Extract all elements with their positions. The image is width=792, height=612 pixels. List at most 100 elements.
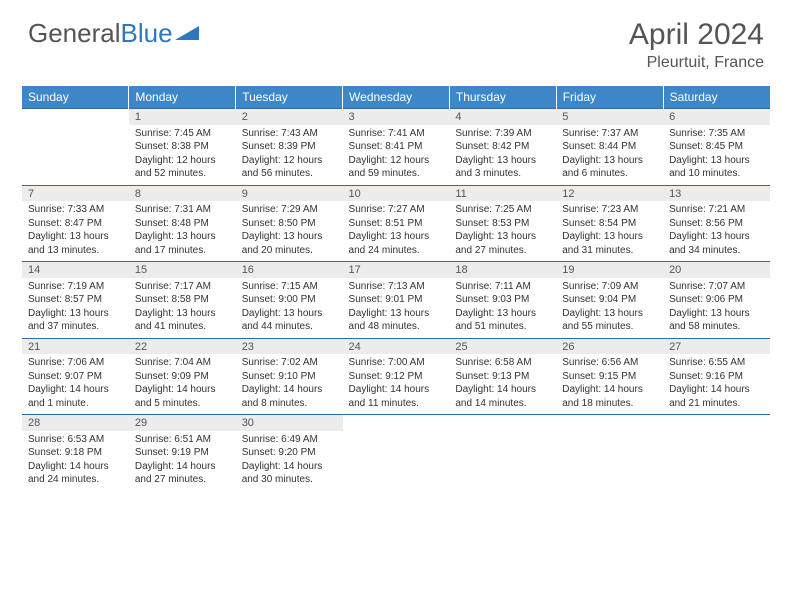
sunrise-text: Sunrise: 7:41 AM <box>349 127 444 141</box>
sunrise-text: Sunrise: 7:02 AM <box>242 356 337 370</box>
sunset-text: Sunset: 9:15 PM <box>562 370 657 384</box>
daylight-text: and 58 minutes. <box>669 320 764 334</box>
week-content-row: Sunrise: 7:33 AMSunset: 8:47 PM Daylight:… <box>22 201 770 262</box>
sunrise-text: Sunrise: 7:17 AM <box>135 280 230 294</box>
daylight-text: and 5 minutes. <box>135 397 230 411</box>
logo-triangle-icon <box>175 18 201 49</box>
sunset-text: Sunset: 8:48 PM <box>135 217 230 231</box>
daylight-text: Daylight: 14 hours <box>28 460 123 474</box>
daylight-text: and 44 minutes. <box>242 320 337 334</box>
day-header: Wednesday <box>343 86 450 109</box>
calendar-table: SundayMondayTuesdayWednesdayThursdayFrid… <box>22 86 770 491</box>
day-content-cell: Sunrise: 7:11 AMSunset: 9:03 PMDaylight:… <box>449 278 556 339</box>
daylight-text: Daylight: 14 hours <box>135 460 230 474</box>
day-content-cell: Sunrise: 7:35 AMSunset: 8:45 PMDaylight:… <box>663 125 770 186</box>
sunrise-text: Sunrise: 7:35 AM <box>669 127 764 141</box>
day-content-cell <box>663 431 770 491</box>
daylight-text: Daylight: 13 hours <box>562 307 657 321</box>
daylight-text: and 18 minutes. <box>562 397 657 411</box>
day-number-cell: 13 <box>663 185 770 201</box>
day-number-cell: 10 <box>343 185 450 201</box>
daylight-text: and 34 minutes. <box>669 244 764 258</box>
day-number-cell: 23 <box>236 338 343 354</box>
sunrise-text: Sunrise: 7:04 AM <box>135 356 230 370</box>
day-headers-row: SundayMondayTuesdayWednesdayThursdayFrid… <box>22 86 770 109</box>
sunset-text: Sunset: 9:18 PM <box>28 446 123 460</box>
daylight-text: and 31 minutes. <box>562 244 657 258</box>
week-number-row: 78910111213 <box>22 185 770 201</box>
day-content-cell: Sunrise: 7:06 AMSunset: 9:07 PMDaylight:… <box>22 354 129 415</box>
daylight-text: Daylight: 14 hours <box>669 383 764 397</box>
sunrise-text: Sunrise: 7:25 AM <box>455 203 550 217</box>
sunrise-text: Sunrise: 6:58 AM <box>455 356 550 370</box>
week-number-row: 14151617181920 <box>22 262 770 278</box>
daylight-text: and 10 minutes. <box>669 167 764 181</box>
sunset-text: Sunset: 9:19 PM <box>135 446 230 460</box>
sunrise-text: Sunrise: 7:07 AM <box>669 280 764 294</box>
day-content-cell: Sunrise: 6:56 AMSunset: 9:15 PMDaylight:… <box>556 354 663 415</box>
sunrise-text: Sunrise: 7:00 AM <box>349 356 444 370</box>
sunset-text: Sunset: 8:47 PM <box>28 217 123 231</box>
sunrise-text: Sunrise: 6:51 AM <box>135 433 230 447</box>
day-content-cell: Sunrise: 6:51 AMSunset: 9:19 PMDaylight:… <box>129 431 236 491</box>
week-number-row: 282930 <box>22 415 770 431</box>
week-content-row: Sunrise: 6:53 AMSunset: 9:18 PMDaylight:… <box>22 431 770 491</box>
sunset-text: Sunset: 9:03 PM <box>455 293 550 307</box>
sunrise-text: Sunrise: 7:45 AM <box>135 127 230 141</box>
day-content-cell: Sunrise: 7:45 AMSunset: 8:38 PMDaylight:… <box>129 125 236 186</box>
day-number-cell: 28 <box>22 415 129 431</box>
daylight-text: and 27 minutes. <box>455 244 550 258</box>
sunrise-text: Sunrise: 7:33 AM <box>28 203 123 217</box>
logo-text-2: Blue <box>121 18 173 49</box>
daylight-text: and 59 minutes. <box>349 167 444 181</box>
sunrise-text: Sunrise: 7:29 AM <box>242 203 337 217</box>
daylight-text: Daylight: 13 hours <box>669 154 764 168</box>
day-number-cell <box>663 415 770 431</box>
day-content-cell: Sunrise: 7:25 AMSunset: 8:53 PMDaylight:… <box>449 201 556 262</box>
day-content-cell: Sunrise: 7:04 AMSunset: 9:09 PMDaylight:… <box>129 354 236 415</box>
week-number-row: 21222324252627 <box>22 338 770 354</box>
day-number-cell: 21 <box>22 338 129 354</box>
daylight-text: and 11 minutes. <box>349 397 444 411</box>
daylight-text: and 48 minutes. <box>349 320 444 334</box>
month-title: April 2024 <box>629 18 764 52</box>
day-number-cell: 1 <box>129 109 236 125</box>
sunrise-text: Sunrise: 7:43 AM <box>242 127 337 141</box>
daylight-text: Daylight: 14 hours <box>28 383 123 397</box>
day-number-cell: 19 <box>556 262 663 278</box>
day-content-cell: Sunrise: 7:23 AMSunset: 8:54 PMDaylight:… <box>556 201 663 262</box>
day-number-cell: 5 <box>556 109 663 125</box>
sunset-text: Sunset: 9:06 PM <box>669 293 764 307</box>
day-content-cell: Sunrise: 6:53 AMSunset: 9:18 PMDaylight:… <box>22 431 129 491</box>
sunrise-text: Sunrise: 7:37 AM <box>562 127 657 141</box>
daylight-text: Daylight: 13 hours <box>135 230 230 244</box>
sunset-text: Sunset: 8:38 PM <box>135 140 230 154</box>
sunset-text: Sunset: 9:04 PM <box>562 293 657 307</box>
day-number-cell: 3 <box>343 109 450 125</box>
sunset-text: Sunset: 8:57 PM <box>28 293 123 307</box>
day-content-cell: Sunrise: 7:41 AMSunset: 8:41 PMDaylight:… <box>343 125 450 186</box>
day-content-cell: Sunrise: 7:43 AMSunset: 8:39 PMDaylight:… <box>236 125 343 186</box>
daylight-text: Daylight: 13 hours <box>669 230 764 244</box>
day-header: Saturday <box>663 86 770 109</box>
daylight-text: and 30 minutes. <box>242 473 337 487</box>
day-header: Sunday <box>22 86 129 109</box>
sunrise-text: Sunrise: 7:06 AM <box>28 356 123 370</box>
daylight-text: Daylight: 13 hours <box>455 154 550 168</box>
daylight-text: and 3 minutes. <box>455 167 550 181</box>
day-content-cell: Sunrise: 7:27 AMSunset: 8:51 PMDaylight:… <box>343 201 450 262</box>
sunrise-text: Sunrise: 7:27 AM <box>349 203 444 217</box>
day-number-cell: 2 <box>236 109 343 125</box>
day-number-cell: 15 <box>129 262 236 278</box>
day-content-cell: Sunrise: 7:31 AMSunset: 8:48 PMDaylight:… <box>129 201 236 262</box>
day-number-cell: 4 <box>449 109 556 125</box>
daylight-text: Daylight: 14 hours <box>242 460 337 474</box>
location: Pleurtuit, France <box>629 54 764 72</box>
daylight-text: and 6 minutes. <box>562 167 657 181</box>
day-number-cell <box>343 415 450 431</box>
daylight-text: Daylight: 13 hours <box>669 307 764 321</box>
sunset-text: Sunset: 8:39 PM <box>242 140 337 154</box>
week-content-row: Sunrise: 7:19 AMSunset: 8:57 PMDaylight:… <box>22 278 770 339</box>
day-number-cell: 9 <box>236 185 343 201</box>
daylight-text: and 20 minutes. <box>242 244 337 258</box>
